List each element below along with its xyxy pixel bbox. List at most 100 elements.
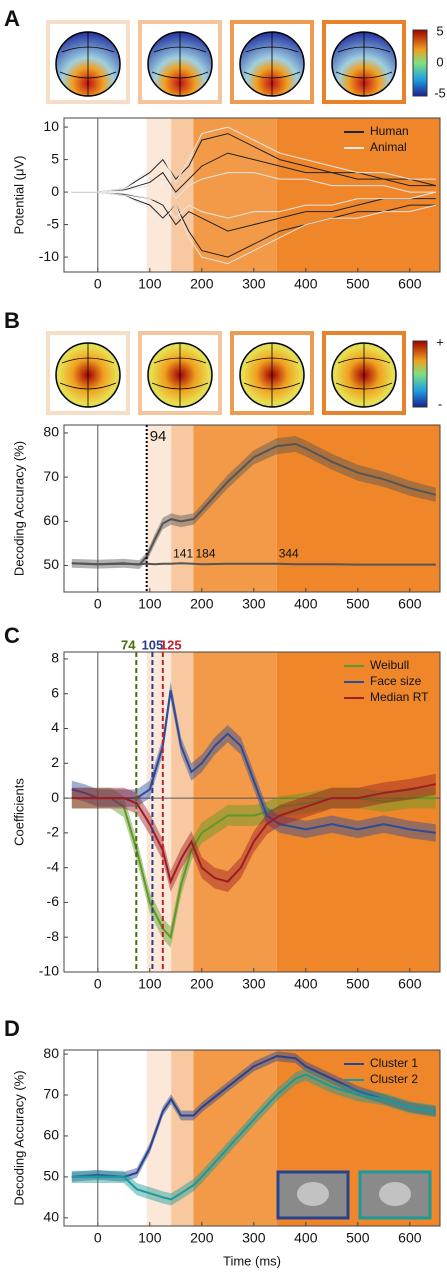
y-tick-label: 5	[51, 150, 59, 166]
colorbar-label: -	[438, 396, 442, 411]
colorbar-label: 5	[436, 23, 443, 38]
legend-label: Cluster 2	[370, 1072, 418, 1086]
marker-label: 94	[150, 428, 167, 445]
x-tick-label: 200	[190, 276, 214, 292]
colorbar-label: 0	[436, 54, 443, 69]
x-axis-label: Time (ms)	[223, 1253, 281, 1268]
colorbar	[412, 29, 428, 97]
y-tick-label: 80	[43, 1045, 59, 1061]
x-tick-label: 0	[94, 1230, 102, 1246]
x-tick-label: 500	[346, 1230, 370, 1246]
y-tick-label: 40	[43, 1209, 59, 1225]
legend-label: Face size	[370, 674, 422, 688]
topomap-contours	[59, 32, 117, 96]
y-tick-label: 2	[51, 754, 59, 770]
y-tick-label: -10	[39, 248, 59, 264]
legend-label: Human	[370, 124, 409, 138]
series-line	[71, 783, 436, 885]
y-tick-label: 0	[51, 789, 59, 805]
x-tick-label: 300	[242, 1230, 266, 1246]
x-tick-label: 100	[138, 596, 162, 612]
window-label: 344	[279, 547, 299, 561]
x-tick-label: 0	[94, 976, 102, 992]
legend-label: Cluster 1	[370, 1056, 418, 1070]
time-window	[193, 118, 277, 272]
marker-label: 105	[142, 637, 164, 652]
y-tick-label: 50	[43, 556, 59, 572]
x-tick-label: 600	[398, 1230, 422, 1246]
y-axis-label: Potential (μV)	[11, 155, 26, 234]
topomap-contours	[243, 343, 301, 407]
time-window	[276, 118, 440, 272]
marker-label: 125	[160, 637, 182, 652]
waveform	[71, 191, 436, 219]
x-tick-label: 600	[398, 976, 422, 992]
time-window	[276, 652, 440, 972]
time-window	[146, 118, 172, 272]
plot-frame	[63, 424, 441, 593]
topomap-contours	[243, 32, 301, 96]
y-tick-label: -6	[47, 893, 60, 909]
waveform	[71, 191, 436, 265]
y-tick-label: -4	[47, 858, 60, 874]
series-line	[71, 1055, 436, 1178]
x-tick-label: 300	[242, 276, 266, 292]
x-tick-label: 400	[294, 596, 318, 612]
x-tick-label: 100	[138, 976, 162, 992]
legend-label: Animal	[370, 140, 407, 154]
y-tick-label: 60	[43, 512, 59, 528]
error-band	[71, 681, 436, 842]
y-tick-label: 70	[43, 1086, 59, 1102]
waveform	[71, 133, 436, 193]
y-tick-label: -2	[47, 824, 60, 840]
x-tick-label: 0	[94, 276, 102, 292]
y-tick-label: -8	[47, 928, 60, 944]
x-tick-label: 600	[398, 276, 422, 292]
y-tick-label: -5	[47, 215, 60, 231]
colorbar-label: -5	[434, 85, 446, 100]
plot-frame	[63, 117, 441, 273]
time-window	[146, 425, 172, 592]
x-tick-label: 300	[242, 976, 266, 992]
x-tick-label: 0	[94, 596, 102, 612]
window-label: 141	[173, 547, 193, 561]
legend-label: Median RT	[370, 690, 429, 704]
time-window	[171, 118, 194, 272]
time-window	[171, 425, 194, 592]
y-tick-label: 0	[51, 183, 59, 199]
x-tick-label: 500	[346, 276, 370, 292]
waveform	[71, 126, 436, 193]
plot-frame	[63, 651, 441, 973]
time-window	[193, 1050, 277, 1226]
x-tick-label: 600	[398, 596, 422, 612]
x-tick-label: 200	[190, 976, 214, 992]
waveform	[71, 172, 436, 200]
waveform	[71, 191, 436, 258]
window-label: 184	[195, 547, 215, 561]
y-tick-label: 50	[43, 1168, 59, 1184]
topomap-contours	[151, 32, 209, 96]
colorbar-label: +	[436, 334, 444, 349]
topomap-contours	[151, 343, 209, 407]
panel-letter: B	[4, 308, 20, 333]
marker-label: 74	[121, 637, 136, 652]
panel-letter: A	[4, 6, 20, 31]
panel-letter: D	[4, 1016, 20, 1041]
colorbar	[412, 340, 428, 408]
x-tick-label: 500	[346, 976, 370, 992]
y-axis-label: Decoding Accuracy (%)	[11, 1070, 26, 1205]
x-tick-label: 200	[190, 596, 214, 612]
time-window	[171, 1050, 194, 1226]
series-line	[71, 562, 436, 566]
y-tick-label: -10	[39, 963, 59, 979]
y-tick-label: 60	[43, 1127, 59, 1143]
y-tick-label: 6	[51, 684, 59, 700]
topomap-contours	[335, 343, 393, 407]
y-tick-label: 4	[51, 719, 59, 735]
x-tick-label: 200	[190, 1230, 214, 1246]
topomap-contours	[335, 32, 393, 96]
y-axis-label: Decoding Accuracy (%)	[11, 441, 26, 576]
inset-blob	[297, 1182, 329, 1206]
y-tick-label: 8	[51, 650, 59, 666]
